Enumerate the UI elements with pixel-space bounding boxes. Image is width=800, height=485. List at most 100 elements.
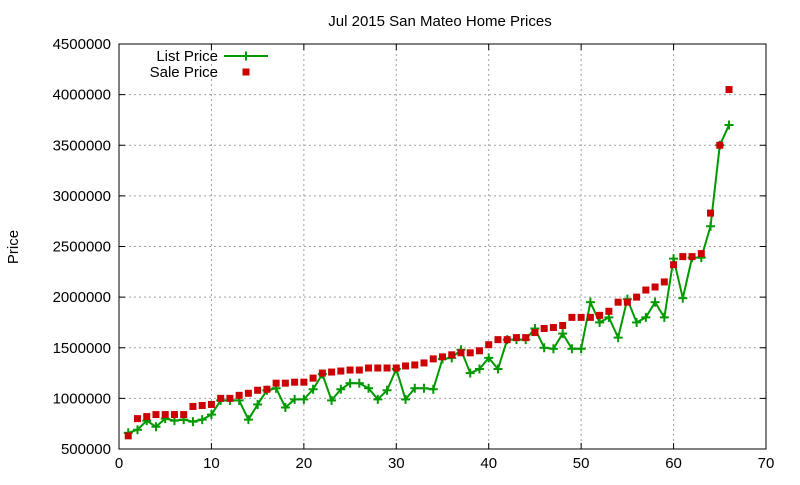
axes: 0 10 20 30 40 50 60 70 500000 1000000 1500000 20000… <box>53 36 775 472</box>
legend-label-list-price: List Price <box>156 48 218 65</box>
y-tick-label: 1000000 <box>53 390 111 407</box>
sale-price-point <box>170 411 178 419</box>
sale-price-point <box>660 278 668 286</box>
sale-price-point <box>466 349 474 357</box>
list-price-point <box>428 384 438 394</box>
sale-price-point <box>725 86 733 94</box>
sale-price-point <box>189 402 197 410</box>
list-price-point <box>419 383 429 393</box>
list-price-point <box>595 317 605 327</box>
list-price-point <box>197 415 207 425</box>
sale-price-point <box>522 334 530 342</box>
sale-price-point <box>198 401 206 409</box>
list-price-point <box>132 425 142 435</box>
list-price-point <box>345 378 355 388</box>
sale-price-point <box>707 209 715 217</box>
sale-price-point <box>226 394 234 402</box>
sale-price-point <box>337 367 345 375</box>
sale-price-point <box>309 374 317 382</box>
list-price-point <box>308 384 318 394</box>
sale-price-point <box>559 321 567 329</box>
sale-price-point <box>291 378 299 386</box>
list-price-point <box>650 297 660 307</box>
list-price-point <box>243 415 253 425</box>
list-price-point <box>327 395 337 405</box>
x-tick-label: 10 <box>203 455 220 472</box>
list-price-point <box>558 329 568 339</box>
list-price-point <box>632 317 642 327</box>
sale-price-point <box>651 283 659 291</box>
legend-label-sale-price: Sale Price <box>150 64 218 81</box>
sale-price-point <box>383 364 391 372</box>
list-price-point <box>299 394 309 404</box>
list-price-point <box>206 410 216 420</box>
sale-price-point <box>586 313 594 321</box>
sale-price-point <box>633 293 641 301</box>
sale-price-point <box>475 347 483 355</box>
sale-price-point <box>133 415 141 423</box>
sale-price-point <box>263 385 271 393</box>
list-price-point <box>364 383 374 393</box>
y-tick-label: 3000000 <box>53 188 111 205</box>
sale-price-point <box>281 379 289 387</box>
chart-title: Jul 2015 San Mateo Home Prices <box>328 13 551 30</box>
sale-price-point <box>402 362 410 370</box>
sale-price-point <box>577 313 585 321</box>
x-tick-label: 0 <box>115 455 123 472</box>
list-price-point <box>290 394 300 404</box>
list-price-point <box>373 394 383 404</box>
sale-price-point <box>614 298 622 306</box>
y-tick-label: 4500000 <box>53 36 111 53</box>
sale-price-point <box>642 286 650 294</box>
sale-price-point <box>531 329 539 337</box>
list-price-point <box>410 383 420 393</box>
list-price-point <box>659 312 669 322</box>
sale-price-point <box>244 389 252 397</box>
list-price-point <box>641 312 651 322</box>
sale-price-point <box>300 378 308 386</box>
sale-price-point <box>355 366 363 374</box>
list-price-point <box>539 343 549 353</box>
list-price-point <box>678 293 688 303</box>
sale-price-point <box>346 366 354 374</box>
sale-price-point <box>605 307 613 315</box>
list-price-point <box>613 333 623 343</box>
y-tick-label: 4000000 <box>53 87 111 104</box>
list-price-point <box>336 384 346 394</box>
list-price-point <box>706 221 716 231</box>
sale-price-point <box>143 413 151 421</box>
sale-price-point <box>429 355 437 363</box>
sale-price-point <box>365 364 373 372</box>
list-price-point <box>576 344 586 354</box>
list-price-point <box>188 417 198 427</box>
sale-price-point <box>494 336 502 344</box>
sale-price-point <box>697 250 705 258</box>
sale-price-point <box>318 369 326 377</box>
x-tick-label: 30 <box>388 455 405 472</box>
data-series <box>123 86 734 440</box>
list-price-point <box>724 120 734 130</box>
y-tick-label: 2000000 <box>53 289 111 306</box>
list-price-point <box>253 399 263 409</box>
sale-price-point <box>161 411 169 419</box>
sale-price-point <box>207 400 215 408</box>
list-price-point <box>465 368 475 378</box>
sale-price-point <box>503 336 511 344</box>
sale-price-point <box>596 311 604 319</box>
x-tick-label: 70 <box>758 455 775 472</box>
sale-price-point <box>180 411 188 419</box>
sale-price-point <box>411 361 419 369</box>
list-price-point <box>493 364 503 374</box>
y-tick-label: 1500000 <box>53 340 111 357</box>
y-axis-label: Price <box>5 230 22 264</box>
x-tick-label: 50 <box>573 455 590 472</box>
sale-price-point <box>217 394 225 402</box>
list-price-point <box>354 378 364 388</box>
y-tick-label: 500000 <box>61 441 111 458</box>
list-price-point <box>382 385 392 395</box>
sale-price-point <box>448 351 456 359</box>
list-price-point <box>280 402 290 412</box>
